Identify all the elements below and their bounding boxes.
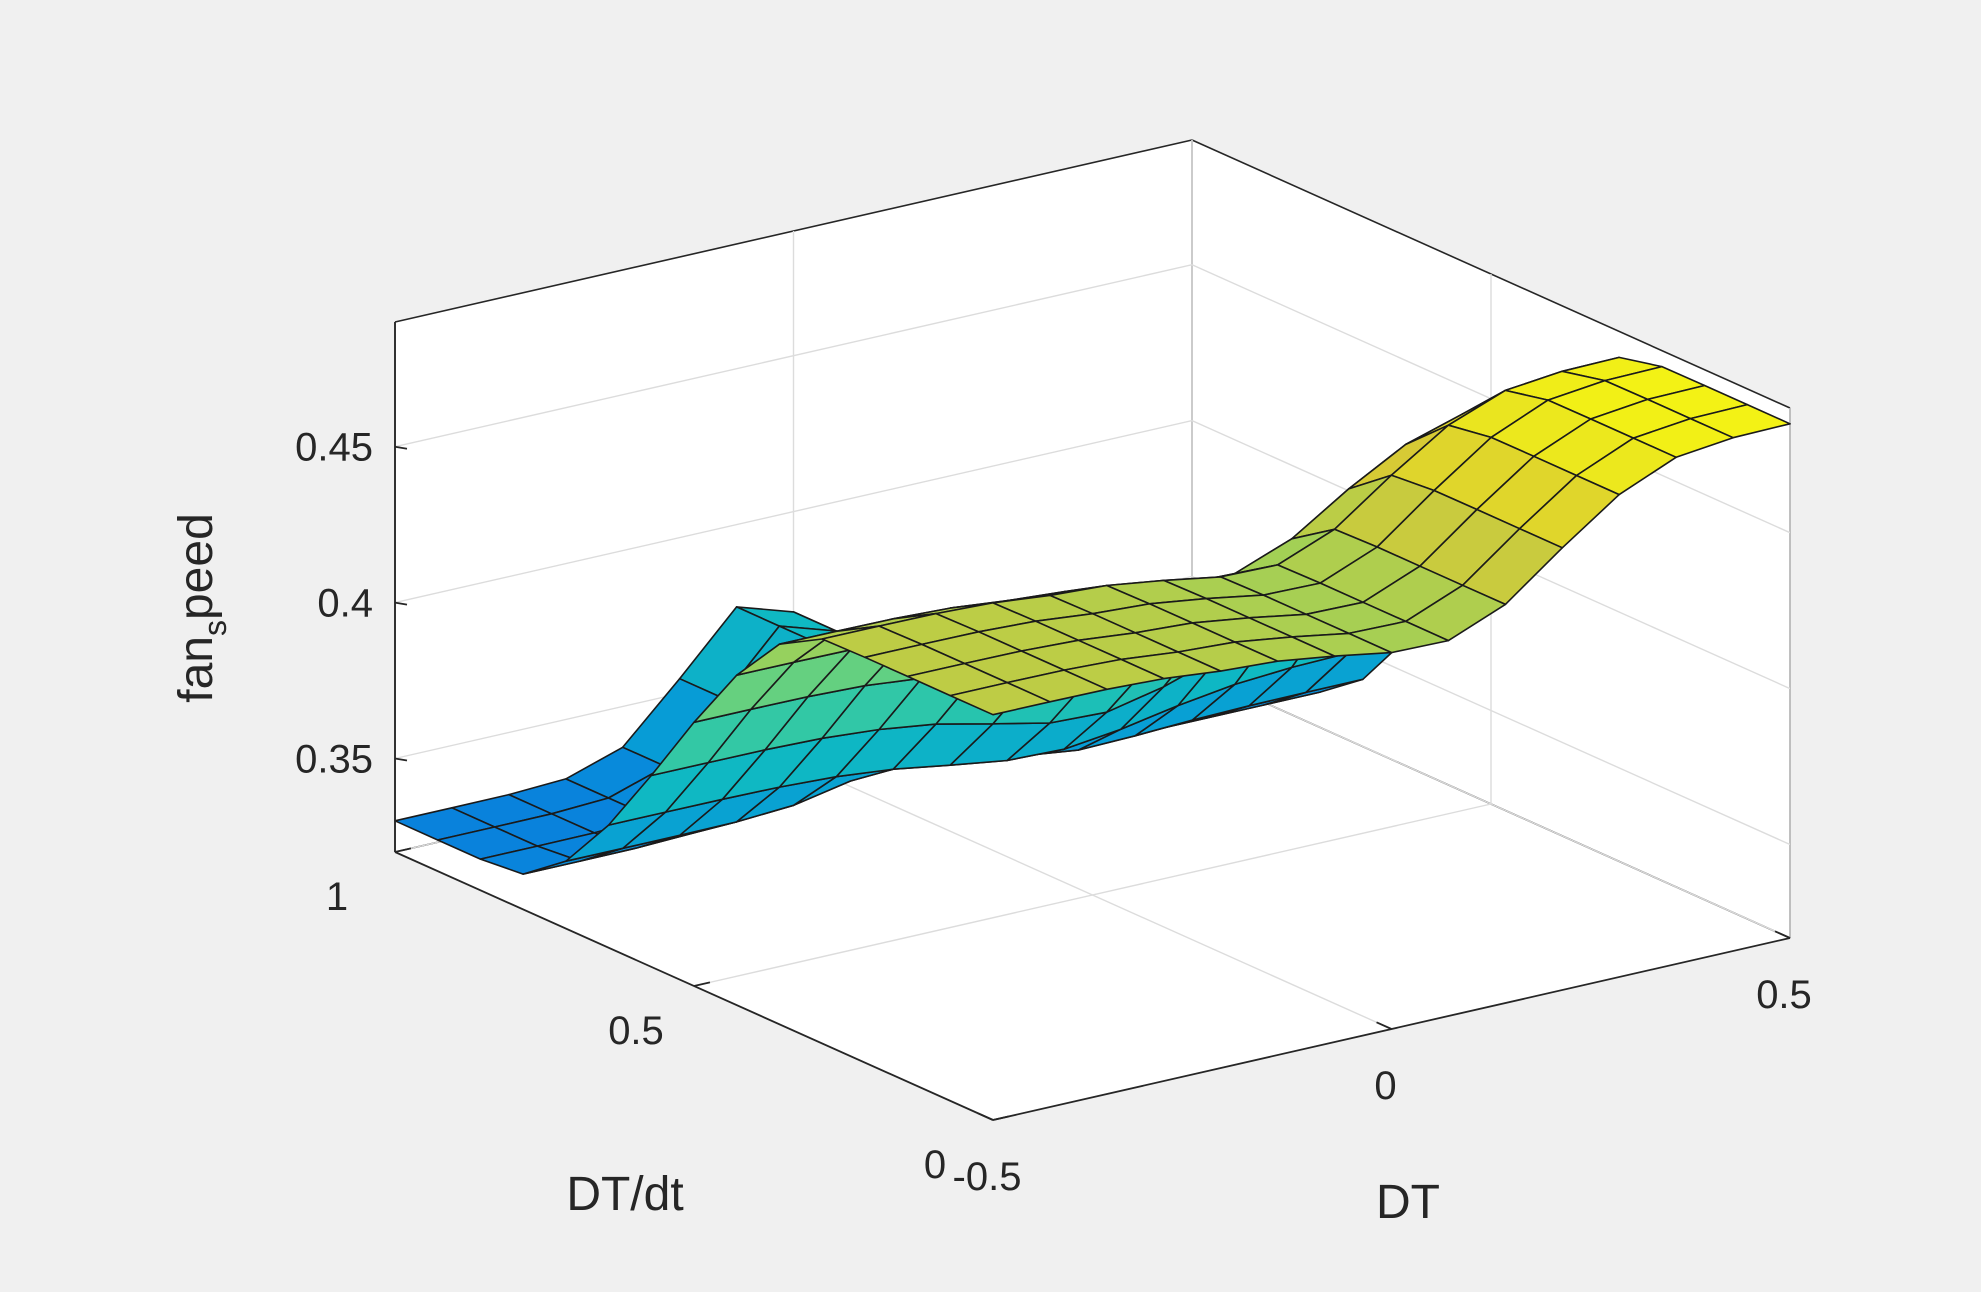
z-tick [394,757,408,762]
x-tick-label: 0 [1374,1064,1396,1108]
x-tick-label: 0.5 [1756,973,1812,1017]
y-tick [693,981,711,987]
y-tick-label: 0.5 [608,1009,664,1053]
z-tick [394,445,408,450]
y-tick-label: 0 [924,1143,946,1187]
x-tick [977,1112,994,1121]
ticks: -0.500.500.510.350.40.45 [295,426,1812,1199]
z-axis-label-rest: peed [170,513,223,620]
y-tick [992,1115,1010,1121]
z-tick [394,601,408,606]
y-tick [394,847,412,853]
y-axis-label: DT/dt [566,1168,683,1221]
z-tick-label: 0.45 [295,426,373,470]
z-axis-label-main: fan [170,636,223,703]
y-tick-label: 1 [326,875,348,919]
z-axis-label: fanspeed [170,513,233,703]
x-tick [1774,930,1791,939]
surface-patch [949,681,1051,716]
surface-plot [394,356,1791,875]
x-tick [1376,1021,1392,1030]
z-axis-label-subscript: s [197,620,233,636]
x-tick-label: -0.5 [953,1155,1022,1199]
x-axis-label: DT [1376,1176,1440,1229]
z-tick-label: 0.35 [295,737,373,781]
z-tick-label: 0.4 [317,582,373,626]
